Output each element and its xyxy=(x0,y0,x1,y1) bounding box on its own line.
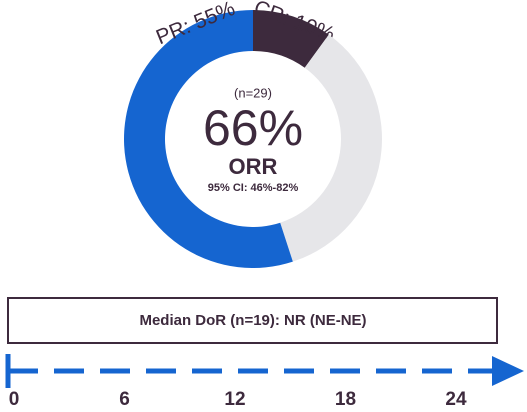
donut-segment xyxy=(253,10,329,68)
annotation: Median DoR (n=19): NR (NE-NE) xyxy=(139,312,366,329)
annotation-box xyxy=(7,297,498,344)
x-tick-label: 0 xyxy=(9,389,20,410)
x-tick-label: 24 xyxy=(445,389,467,410)
axis-arrow xyxy=(492,356,524,386)
x-tick-label: 12 xyxy=(224,389,245,410)
center-text: 66% xyxy=(203,100,303,156)
x-tick-label: 6 xyxy=(119,389,130,410)
x-tick-label: 18 xyxy=(335,389,356,410)
donut-segment xyxy=(123,10,293,268)
donut-segment xyxy=(280,34,382,262)
center-text: ORR xyxy=(229,154,278,179)
center-text: (n=29) xyxy=(234,85,272,100)
center-text: 95% CI: 46%-82% xyxy=(208,182,299,194)
